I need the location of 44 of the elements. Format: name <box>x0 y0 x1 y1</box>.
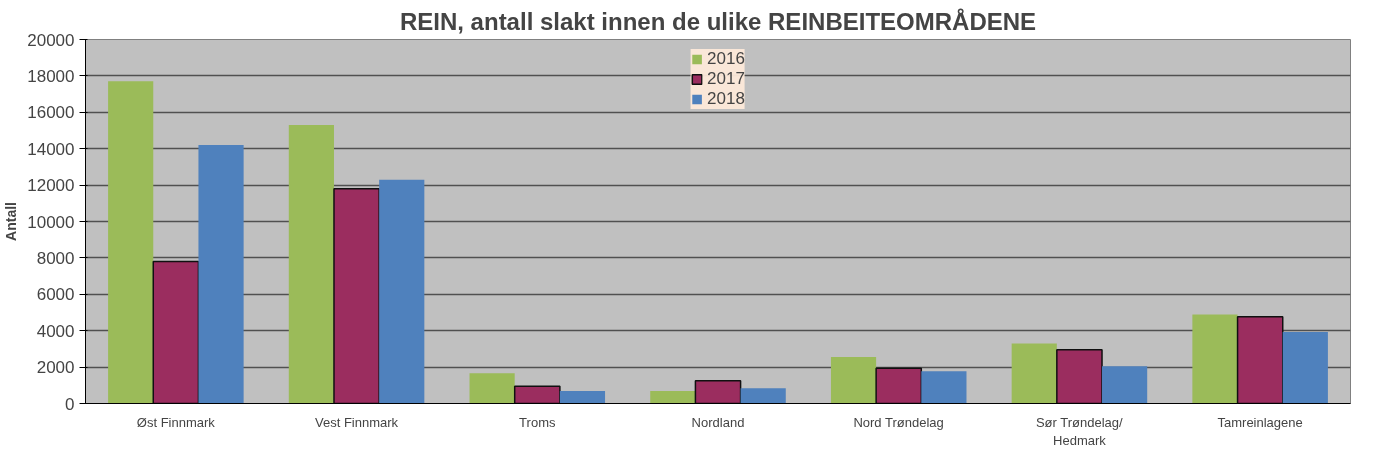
bar <box>921 371 967 404</box>
x-tick-label: Vest Finnmark <box>315 414 399 430</box>
y-tick-label: 12000 <box>27 176 75 196</box>
bar <box>559 391 606 404</box>
bar <box>1056 349 1103 404</box>
y-tick-label: 8000 <box>36 248 75 268</box>
y-tick-label: 6000 <box>36 285 75 305</box>
bar <box>152 260 200 404</box>
x-tick-label: Nord Trøndelag <box>853 414 944 430</box>
legend-label: 2018 <box>707 89 745 109</box>
bar <box>875 367 923 404</box>
bar <box>1011 343 1057 404</box>
x-tick-label: Troms <box>519 414 556 430</box>
bar <box>740 388 786 404</box>
bar <box>694 380 742 404</box>
bar <box>513 385 561 404</box>
bar <box>1236 315 1284 404</box>
y-tick-label: 20000 <box>27 30 75 50</box>
bar <box>1282 331 1328 404</box>
legend-label: 2016 <box>707 49 745 69</box>
x-tick-label: Sør Trøndelag/ Hedmark <box>1035 414 1124 448</box>
y-tick-label: 18000 <box>27 66 75 86</box>
y-tick-label: 10000 <box>27 212 75 232</box>
y-tick-label: 16000 <box>27 103 75 123</box>
y-tick-label: 14000 <box>27 139 75 159</box>
bar <box>288 125 334 404</box>
y-tick-label: 4000 <box>36 321 75 341</box>
bar <box>198 145 244 404</box>
bar <box>379 179 425 404</box>
y-tick-label: 2000 <box>36 358 75 378</box>
bar <box>108 81 154 404</box>
bar <box>1192 314 1238 404</box>
x-tick-label: Nordland <box>691 414 745 430</box>
y-tick-label: 0 <box>65 394 75 414</box>
bar <box>333 187 380 404</box>
y-axis-title: Antall <box>3 202 20 241</box>
x-tick-label: Tamreinlagene <box>1217 414 1303 430</box>
bar <box>830 357 877 404</box>
x-tick-label: Øst Finnmark <box>136 414 216 430</box>
bar <box>1102 366 1148 404</box>
chart-title: REIN, antall slakt innen de ulike REINBEITEOMRÅDENE <box>399 7 1037 35</box>
legend-label: 2017 <box>707 69 745 89</box>
bar <box>650 391 696 404</box>
bar <box>469 373 515 404</box>
